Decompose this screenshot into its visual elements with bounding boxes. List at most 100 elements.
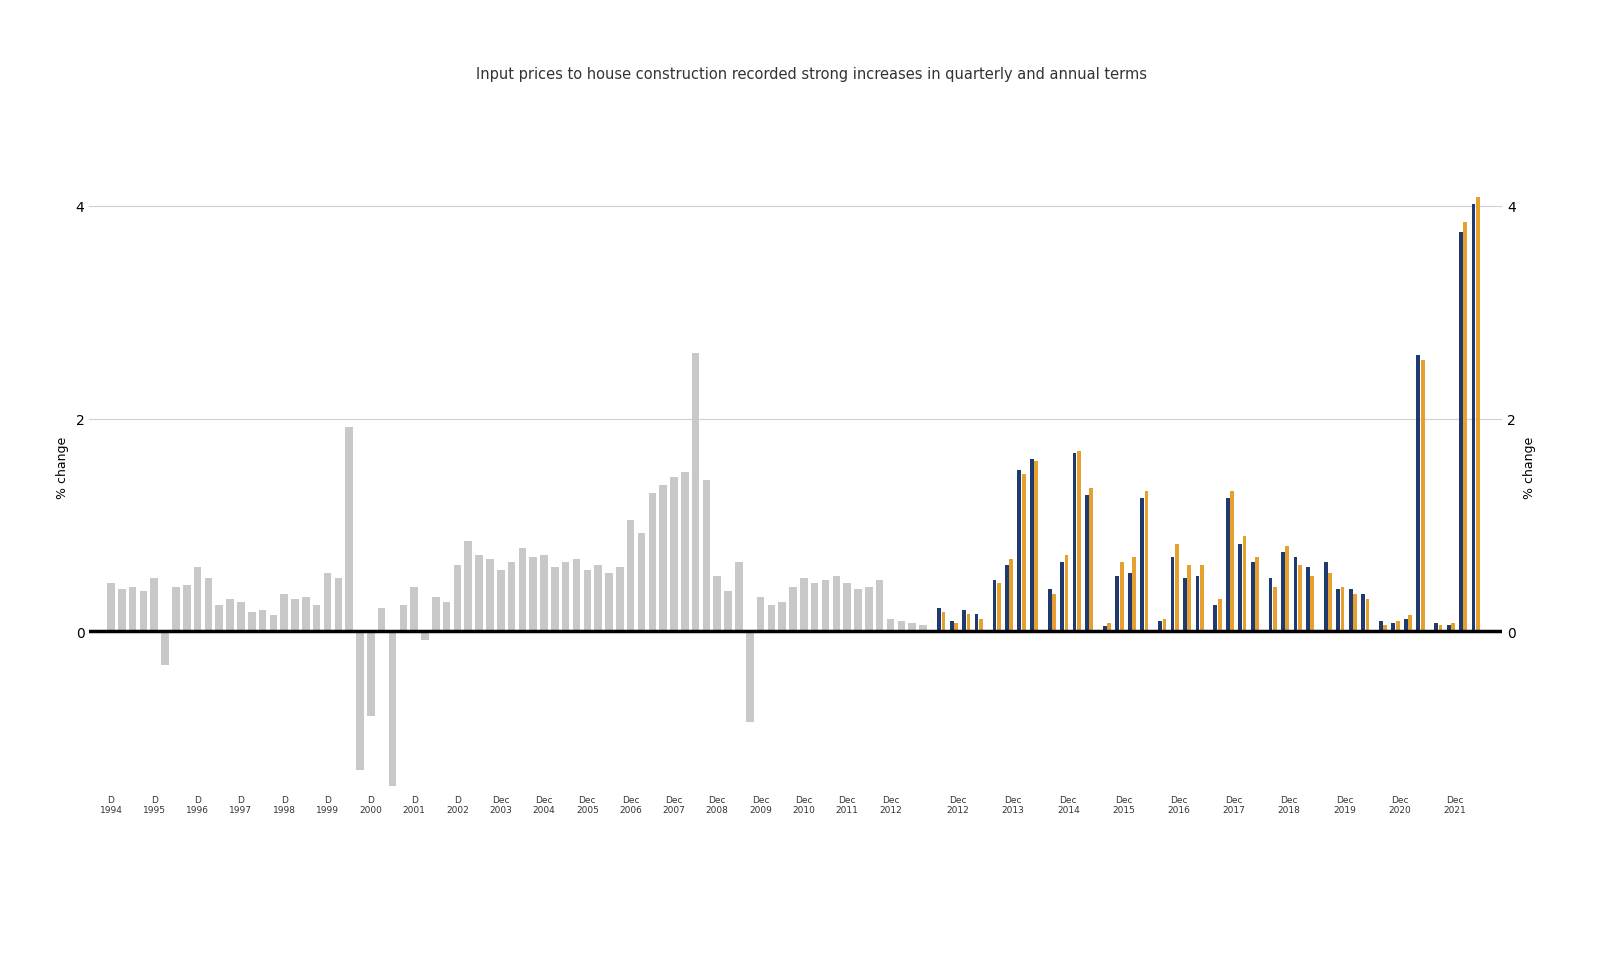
Bar [118,589,125,632]
Bar [485,559,493,632]
Bar [777,602,786,632]
Bar [193,568,201,632]
Bar [768,605,774,632]
Bar [974,615,979,632]
Bar [1365,599,1368,632]
Bar [1052,595,1055,632]
Bar [936,608,941,632]
Bar [1349,589,1352,632]
Bar [659,485,667,632]
Bar [615,568,623,632]
Bar [497,570,505,632]
Bar [464,541,472,632]
Text: Input prices to house construction recorded strong increases in quarterly and an: Input prices to house construction recor… [476,67,1147,82]
Bar [302,598,310,632]
Bar [833,577,839,632]
Bar [886,618,894,632]
Bar [638,534,644,632]
Bar [1462,223,1467,632]
Bar [420,632,428,640]
Bar [346,428,352,632]
Bar [1294,558,1297,632]
Bar [1250,562,1255,632]
Bar [907,623,915,632]
Bar [1297,566,1302,632]
Bar [172,587,180,632]
Bar [1470,205,1475,632]
Bar [1029,459,1034,632]
Bar [204,578,213,632]
Bar [992,580,997,632]
Bar [1404,618,1407,632]
Bar [1115,577,1118,632]
Bar [1195,577,1199,632]
Bar [1391,623,1394,632]
Bar [161,632,169,665]
Bar [1217,599,1220,632]
Bar [1451,623,1454,632]
Bar [258,610,266,632]
Bar [1378,621,1383,632]
Bar [1047,589,1052,632]
Bar [1212,605,1217,632]
Bar [128,587,136,632]
Bar [1242,536,1246,632]
Bar [550,568,558,632]
Bar [1162,618,1165,632]
Bar [323,573,331,632]
Bar [388,632,396,785]
Bar [107,584,115,632]
Bar [626,520,635,632]
Bar [1310,577,1313,632]
Bar [1459,233,1462,632]
Bar [399,605,407,632]
Bar [703,480,709,632]
Bar [1089,488,1092,632]
Bar [800,578,807,632]
Bar [476,556,482,632]
Bar [1396,621,1399,632]
Bar [1107,623,1110,632]
Bar [949,621,953,632]
Bar [443,602,450,632]
Bar [1076,451,1081,632]
Bar [540,556,547,632]
Bar [281,595,287,632]
Bar [1183,578,1186,632]
Bar [810,584,818,632]
Bar [724,591,732,632]
Bar [367,632,375,717]
Bar [1281,552,1284,632]
Bar [1415,355,1420,632]
Bar [1328,573,1331,632]
Bar [216,605,222,632]
Bar [1285,547,1289,632]
Bar [1102,626,1107,632]
Bar [1131,558,1136,632]
Bar [1034,461,1037,632]
Bar [1065,556,1068,632]
Bar [529,558,537,632]
Bar [140,591,148,632]
Bar [1170,558,1173,632]
Bar [355,632,364,770]
Bar [997,584,1000,632]
Bar [562,562,570,632]
Bar [151,578,157,632]
Bar [1084,496,1089,632]
Bar [1139,498,1144,632]
Bar [334,578,342,632]
Bar [1073,454,1076,632]
Bar [1446,625,1449,632]
Bar [670,477,677,632]
Bar [954,623,958,632]
Bar [291,599,299,632]
Bar [680,473,688,632]
Bar [1005,566,1008,632]
Bar [1383,625,1386,632]
Bar [518,549,526,632]
Bar [1060,562,1063,632]
Bar [1186,566,1191,632]
Bar [1352,595,1357,632]
Bar [865,587,872,632]
